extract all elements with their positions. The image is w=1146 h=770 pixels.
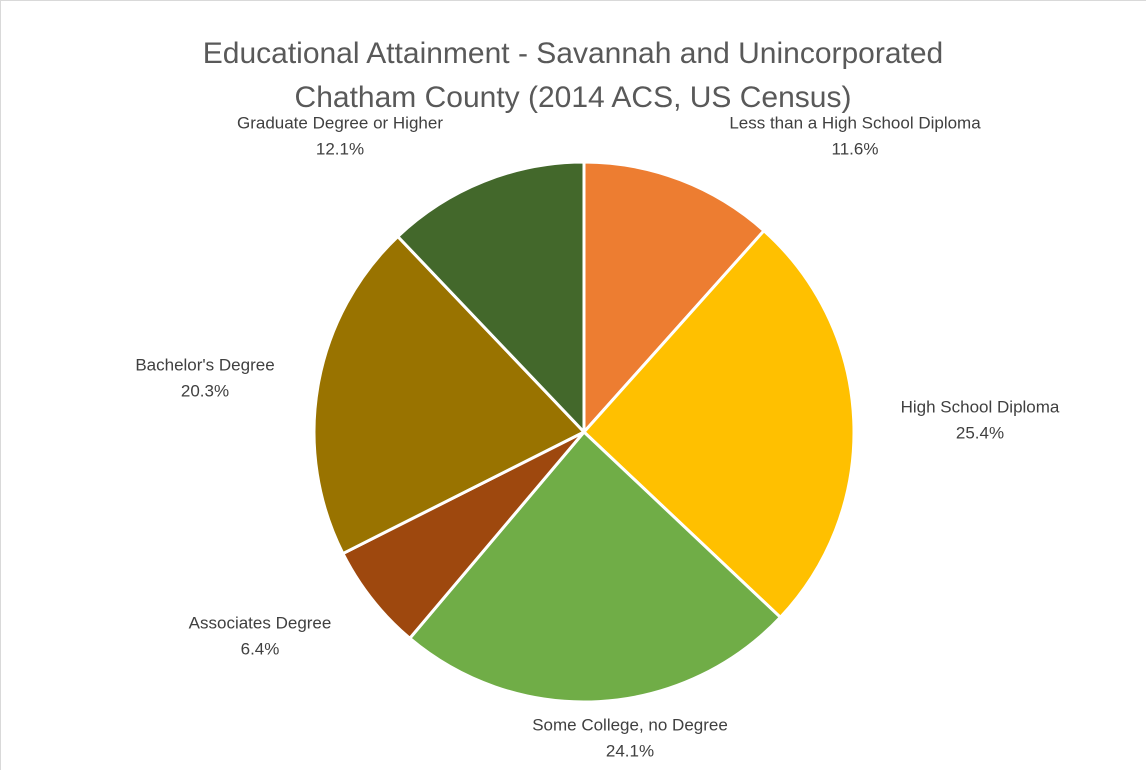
data-label: 20.3% xyxy=(181,381,229,400)
pie-slice xyxy=(408,430,782,704)
chart-title: Educational Attainment - Savannah and Un… xyxy=(202,37,944,114)
slice-label: High School Diploma xyxy=(901,397,1060,416)
data-label: 12.1% xyxy=(316,139,364,158)
data-label: 25.4% xyxy=(956,423,1004,442)
slice-label: Some College, no Degree xyxy=(532,715,728,734)
data-label: 24.1% xyxy=(606,741,654,760)
data-label: 6.4% xyxy=(241,639,280,658)
slice-label: Associates Degree xyxy=(189,613,332,632)
slice-label: Less than a High School Diploma xyxy=(729,113,981,132)
pie-slice xyxy=(396,160,586,434)
slice-label: Bachelor's Degree xyxy=(135,355,274,374)
slice-label: Graduate Degree or Higher xyxy=(237,113,443,132)
data-label: 11.6% xyxy=(832,139,879,158)
pie-slice xyxy=(582,160,766,434)
pie-slice xyxy=(582,229,856,619)
pie-slice xyxy=(312,234,586,556)
